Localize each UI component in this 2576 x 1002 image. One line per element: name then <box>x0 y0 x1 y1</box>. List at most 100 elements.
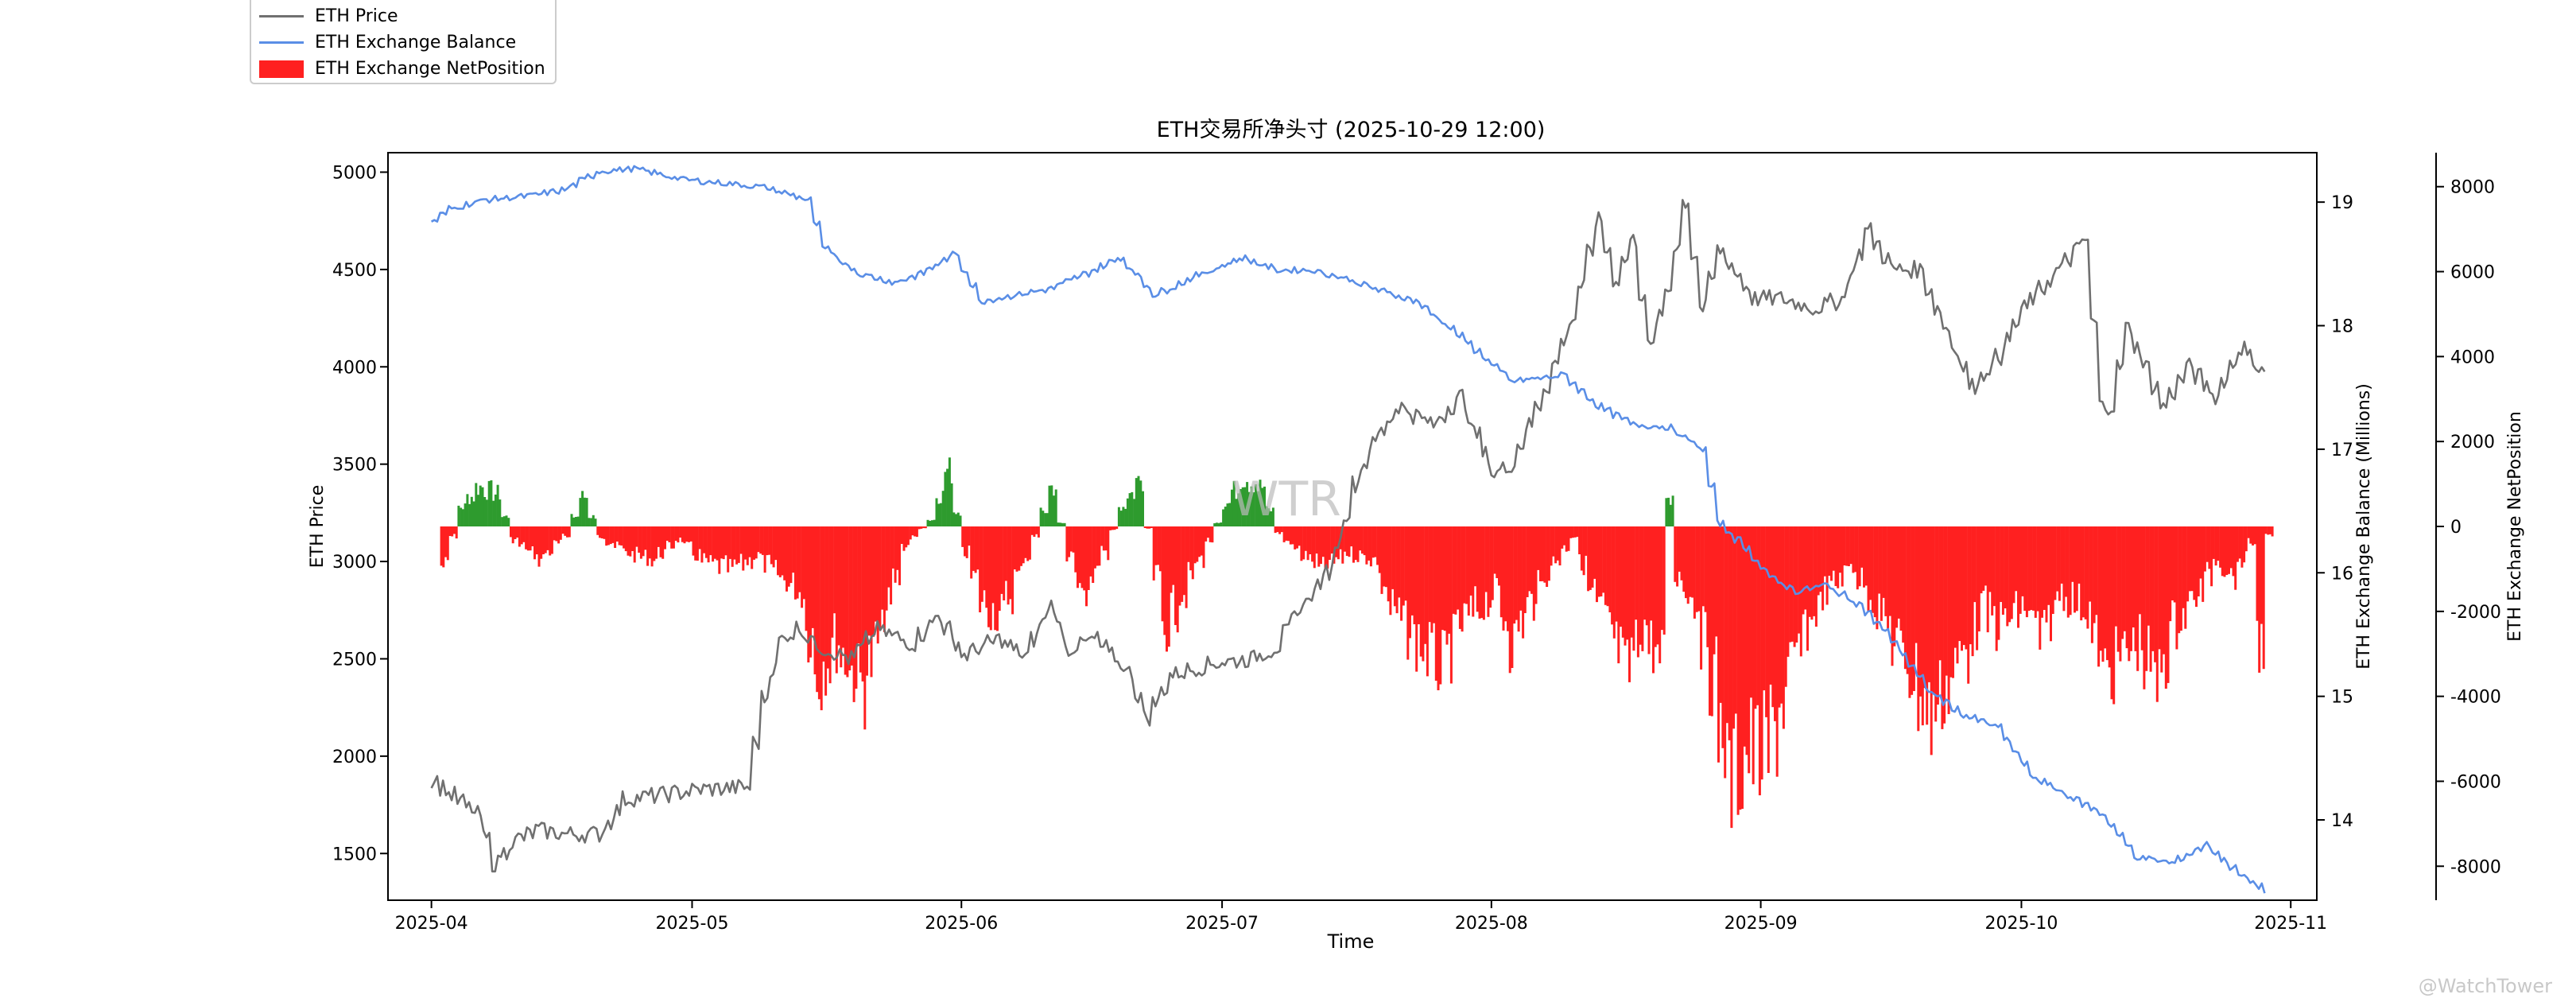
netposition-bar <box>1554 526 1558 564</box>
netposition-bar <box>1784 526 1787 687</box>
netposition-bar <box>624 526 627 552</box>
netposition-bar <box>638 526 641 553</box>
netposition-bar <box>1289 526 1292 545</box>
netposition-bar <box>2221 526 2224 577</box>
netposition-bar <box>1285 526 1288 541</box>
netposition-bar <box>1057 522 1060 526</box>
netposition-bar <box>2128 526 2131 662</box>
netposition-bar <box>599 526 601 538</box>
netposition-bar <box>2099 526 2102 651</box>
netposition-bar <box>1763 526 1766 691</box>
series-lines <box>430 165 2266 894</box>
netposition-bar <box>935 498 938 526</box>
netposition-bar <box>1302 526 1305 560</box>
netposition-bar <box>688 526 690 542</box>
netposition-bar <box>448 526 452 536</box>
netposition-bar <box>611 526 615 543</box>
netposition-bar <box>2158 526 2161 650</box>
netposition-bar <box>2228 526 2230 574</box>
netposition-bar <box>1476 526 1479 612</box>
netposition-bar <box>689 526 692 542</box>
netposition-bar <box>1096 526 1099 566</box>
netposition-bar <box>1912 526 1915 691</box>
netposition-bar <box>1111 526 1114 530</box>
netposition-bar <box>1530 526 1533 594</box>
netposition-bar <box>786 526 788 592</box>
netposition-bar <box>2110 526 2113 700</box>
netposition-bar <box>1068 526 1071 557</box>
netposition-bar <box>2095 526 2098 616</box>
netposition-bar <box>1274 526 1277 534</box>
netposition-bar <box>998 526 1001 612</box>
netposition-bar <box>1158 526 1162 572</box>
netposition-bar <box>633 526 636 563</box>
netposition-bar <box>549 526 552 556</box>
netposition-bar <box>2116 526 2120 652</box>
netposition-bar <box>956 512 960 526</box>
netposition-bar <box>753 526 755 560</box>
netposition-bar <box>881 526 884 610</box>
legend-swatch-eth-balance <box>259 41 304 44</box>
netposition-bar <box>1368 526 1371 561</box>
netposition-bar <box>996 526 999 631</box>
netposition-bar <box>1100 526 1104 546</box>
netposition-bar <box>1941 526 1944 729</box>
netposition-bar <box>1760 526 1763 780</box>
netposition-bar <box>1789 526 1792 643</box>
netposition-bar <box>887 526 890 588</box>
netposition-bar <box>783 526 786 581</box>
netposition-bar <box>1843 526 1846 565</box>
netposition-bar <box>1484 526 1488 592</box>
netposition-bar <box>1676 526 1679 587</box>
netposition-bar <box>1546 526 1549 587</box>
netposition-bar <box>1769 526 1772 685</box>
netposition-bar <box>1721 526 1724 748</box>
netposition-bar <box>870 526 873 678</box>
netposition-bar <box>1208 526 1212 542</box>
netposition-bar <box>2097 526 2101 667</box>
netposition-bar <box>1612 526 1616 639</box>
netposition-bar <box>520 526 523 545</box>
netposition-bar <box>980 526 983 602</box>
netposition-bar <box>542 526 545 554</box>
netposition-bar <box>2145 526 2148 671</box>
netposition-bar <box>1109 526 1111 530</box>
netposition-bar <box>2041 526 2043 618</box>
netposition-bar <box>494 494 497 526</box>
netposition-bar <box>813 526 817 674</box>
netposition-bar <box>1015 526 1018 572</box>
netposition-bar <box>1080 526 1084 588</box>
netposition-bar <box>583 497 586 526</box>
netposition-bar <box>1830 526 1833 581</box>
netposition-bar <box>1328 526 1331 560</box>
netposition-bar <box>1580 526 1583 571</box>
price-tick-label: 5000 <box>332 163 377 183</box>
netposition-bar <box>1443 526 1446 631</box>
netposition-bar <box>1146 526 1149 529</box>
netposition-bar <box>455 526 458 539</box>
netposition-bar <box>1852 526 1855 573</box>
netposition-bar <box>1117 507 1120 526</box>
netposition-bar <box>739 526 743 554</box>
netposition-bar <box>1391 526 1395 589</box>
netposition-bar <box>1174 526 1177 625</box>
netposition-bar <box>522 526 526 542</box>
netposition-bar <box>979 526 982 612</box>
netposition-bar <box>479 485 482 526</box>
netposition-bar <box>2154 526 2157 662</box>
netposition-bar <box>1115 526 1119 530</box>
legend-item-eth-netposition: ETH Exchange NetPosition <box>251 56 555 82</box>
netposition-bar <box>444 526 447 557</box>
netposition-bar <box>1765 526 1768 717</box>
netposition-bar <box>1947 526 1950 714</box>
netposition-bar <box>909 526 912 540</box>
netposition-bar <box>952 512 956 526</box>
balance-tick-label: 15 <box>2331 688 2353 708</box>
netposition-bar <box>876 526 879 644</box>
legend-label: ETH Exchange Balance <box>315 33 517 52</box>
netposition-bar <box>1128 493 1131 526</box>
netposition-bar <box>1701 526 1705 607</box>
netposition-bar <box>659 526 662 557</box>
netposition-bar <box>1092 526 1095 583</box>
netposition-bar <box>1810 526 1814 620</box>
